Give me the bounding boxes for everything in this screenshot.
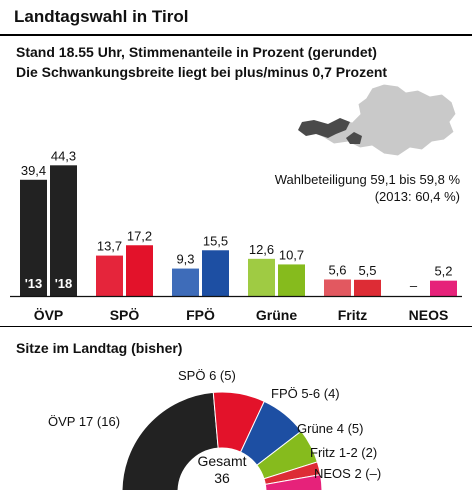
data-label: 9,3 <box>176 252 194 267</box>
turnout-2013-text: (2013: 60,4 %) <box>374 189 460 204</box>
title-divider <box>0 34 472 36</box>
seat-slice-neos <box>264 474 323 490</box>
bar-övp-2018 <box>50 165 77 296</box>
seat-label: Fritz 1-2 (2) <box>310 445 377 460</box>
data-label: 12,6 <box>249 242 274 257</box>
total-label: Gesamt <box>197 453 246 469</box>
year-label: '13 <box>25 276 43 291</box>
bar-spö-2018 <box>126 245 153 296</box>
data-label: 5,5 <box>358 263 376 278</box>
year-label: '18 <box>55 276 73 291</box>
data-label: 39,4 <box>21 163 46 178</box>
bar-fpö-2013 <box>172 268 199 296</box>
data-label: 5,6 <box>328 262 346 277</box>
bar-chart: 39,4 '13 44,3 '18 ÖVP 13,7 17,2 SPÖ 9,3 15,5 FPÖ 12… <box>10 148 462 323</box>
data-label: 17,2 <box>127 228 152 243</box>
turnout-text: Wahlbeteiligung 59,1 bis 59,8 % <box>274 172 460 187</box>
seat-label: NEOS 2 (–) <box>314 466 381 481</box>
seats-title: Sitze im Landtag (bisher) <box>16 340 183 356</box>
data-label: – <box>410 278 418 293</box>
subtitle-margin: Die Schwankungsbreite liegt bei plus/min… <box>16 64 388 80</box>
seat-label: Grüne 4 (5) <box>297 421 363 436</box>
subtitle-status: Stand 18.55 Uhr, Stimmenanteile in Proze… <box>16 44 377 60</box>
bar-grüne-2018 <box>278 264 305 296</box>
austria-map-icon <box>297 83 457 157</box>
seat-label: ÖVP 17 (16) <box>48 414 120 429</box>
tick-label: Fritz <box>338 307 368 323</box>
bar-övp-2013 <box>20 179 47 296</box>
bar-spö-2013 <box>96 255 123 296</box>
tick-label: NEOS <box>409 307 449 323</box>
data-label: 15,5 <box>203 233 228 248</box>
tirol-region <box>298 118 350 138</box>
seat-slice-övp <box>121 391 219 490</box>
bar-neos-2018 <box>430 280 457 296</box>
tick-label: SPÖ <box>110 307 140 323</box>
tick-label: FPÖ <box>186 307 215 323</box>
page-title: Landtagswahl in Tirol <box>14 7 189 26</box>
bar-fritz-2013 <box>324 279 351 296</box>
seat-label: FPÖ 5-6 (4) <box>271 386 340 401</box>
total-value: 36 <box>214 470 230 486</box>
osttirol-region <box>346 132 362 144</box>
data-label: 44,3 <box>51 148 76 163</box>
tick-label: ÖVP <box>34 307 64 323</box>
bar-fpö-2018 <box>202 250 229 296</box>
seat-chart: ÖVP 17 (16) SPÖ 6 (5) FPÖ 5-6 (4) Grüne 4 (… <box>48 368 381 490</box>
data-label: 10,7 <box>279 247 304 262</box>
seat-label: SPÖ 6 (5) <box>178 368 236 383</box>
tick-label: Grüne <box>256 307 297 323</box>
data-label: 13,7 <box>97 239 122 254</box>
bar-grüne-2013 <box>248 258 275 296</box>
bar-fritz-2018 <box>354 279 381 296</box>
section-divider <box>0 326 472 327</box>
data-label: 5,2 <box>434 264 452 279</box>
